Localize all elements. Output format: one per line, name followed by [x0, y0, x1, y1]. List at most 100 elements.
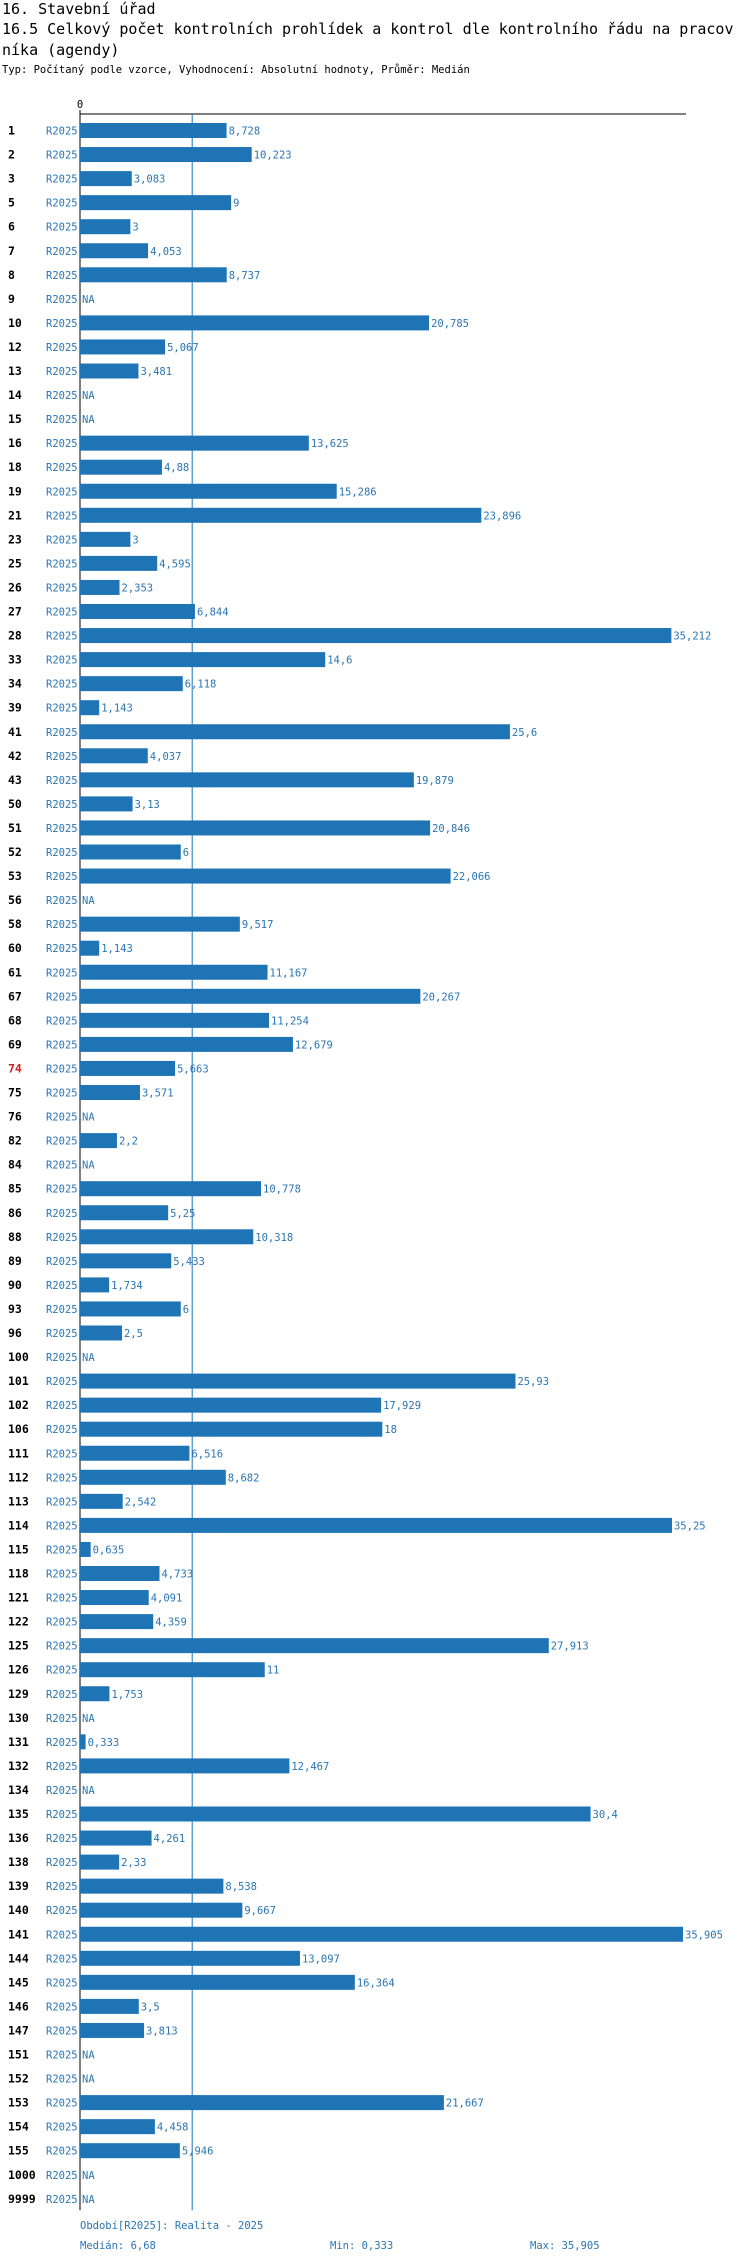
value-label: NA	[82, 2074, 95, 2086]
row-label: 25	[8, 556, 22, 570]
bar	[80, 1397, 382, 1413]
row-label: 138	[8, 1855, 29, 1869]
row-label: 15	[8, 412, 22, 426]
row-label: 90	[8, 1278, 22, 1292]
series-label: R2025	[46, 1304, 78, 1316]
series-label: R2025	[46, 270, 78, 282]
series-label: R2025	[46, 2122, 78, 2134]
series-label: R2025	[46, 1160, 78, 1172]
row-label: 9999	[8, 2192, 36, 2206]
series-label: R2025	[46, 1400, 78, 1412]
value-label: 0,333	[88, 1737, 120, 1749]
series-label: R2025	[46, 1641, 78, 1653]
bar	[80, 1590, 149, 1606]
series-label: R2025	[46, 342, 78, 354]
row-label: 151	[8, 2048, 29, 2062]
series-label: R2025	[46, 1593, 78, 1605]
bar	[80, 748, 148, 764]
row-label: 154	[8, 2120, 29, 2134]
value-label: 9	[233, 198, 239, 210]
row-label: 155	[8, 2144, 29, 2158]
series-label: R2025	[46, 2170, 78, 2182]
value-label: 1,143	[101, 943, 133, 955]
bar	[80, 628, 672, 644]
row-label: 19	[8, 484, 22, 498]
series-label: R2025	[46, 1977, 78, 1989]
value-label: 0,635	[93, 1544, 125, 1556]
series-label: R2025	[46, 2025, 78, 2037]
series-label: R2025	[46, 655, 78, 667]
value-label: 5,663	[177, 1063, 209, 1075]
row-label: 8	[8, 268, 15, 282]
series-label: R2025	[46, 1112, 78, 1124]
row-label: 145	[8, 1975, 29, 1989]
series-label: R2025	[46, 1953, 78, 1965]
value-label: 35,212	[673, 631, 711, 643]
series-label: R2025	[46, 1424, 78, 1436]
value-label: 1,753	[111, 1689, 143, 1701]
series-label: R2025	[46, 1737, 78, 1749]
row-label: 50	[8, 797, 22, 811]
value-label: 3,13	[135, 799, 160, 811]
series-label: R2025	[46, 1929, 78, 1941]
series-label: R2025	[46, 1689, 78, 1701]
value-label: 3,083	[134, 174, 166, 186]
value-label: 3,481	[140, 366, 172, 378]
row-label: 34	[8, 677, 22, 691]
value-label: 5,433	[173, 1256, 205, 1268]
value-label: 35,905	[685, 1929, 723, 1941]
value-label: 35,25	[674, 1520, 706, 1532]
row-label: 152	[8, 2072, 29, 2086]
series-label: R2025	[46, 1857, 78, 1869]
series-label: R2025	[46, 246, 78, 258]
row-label: 52	[8, 845, 22, 859]
row-label: 41	[8, 725, 22, 739]
series-label: R2025	[46, 919, 78, 931]
row-label: 1	[8, 124, 15, 138]
series-label: R2025	[46, 462, 78, 474]
row-label: 27	[8, 605, 22, 619]
value-label: 1,143	[101, 703, 133, 715]
value-label: NA	[82, 1713, 95, 1725]
chart-title-line-1: 16. Stavební úřad	[2, 0, 156, 18]
series-label: R2025	[46, 510, 78, 522]
series-label: R2025	[46, 1761, 78, 1773]
row-label: 84	[8, 1158, 22, 1172]
value-label: 2,542	[125, 1496, 157, 1508]
row-label: 2	[8, 148, 15, 162]
bar	[80, 676, 183, 692]
row-label: 33	[8, 653, 22, 667]
row-label: 136	[8, 1831, 29, 1845]
value-label: NA	[82, 2194, 95, 2206]
value-label: 16,364	[357, 1977, 395, 1989]
value-label: 3	[132, 534, 138, 546]
series-label: R2025	[46, 703, 78, 715]
row-label: 18	[8, 460, 22, 474]
bar	[80, 507, 482, 523]
row-label: 146	[8, 1999, 29, 2013]
row-label: 28	[8, 629, 22, 643]
bar	[80, 1974, 355, 1990]
series-label: R2025	[46, 751, 78, 763]
row-label: 101	[8, 1374, 29, 1388]
value-label: NA	[82, 1352, 95, 1364]
bar	[80, 2095, 444, 2111]
bar	[80, 1301, 181, 1317]
row-label: 86	[8, 1206, 22, 1220]
row-label: 56	[8, 893, 22, 907]
series-label: R2025	[46, 1713, 78, 1725]
chart-title-line-2: 16.5 Celkový počet kontrolních prohlídek…	[2, 20, 734, 38]
row-label: 147	[8, 2023, 29, 2037]
series-label: R2025	[46, 2074, 78, 2086]
series-label: R2025	[46, 1376, 78, 1388]
row-label: 121	[8, 1591, 29, 1605]
footer-period: Období[R2025]: Realita - 2025	[80, 2220, 264, 2232]
row-label: 131	[8, 1735, 29, 1749]
series-label: R2025	[46, 2001, 78, 2013]
bar	[80, 1998, 139, 2014]
bar	[80, 820, 431, 836]
row-label: 141	[8, 1927, 29, 1941]
value-label: NA	[82, 2050, 95, 2062]
value-label: 9,517	[242, 919, 274, 931]
bar	[80, 1854, 120, 1870]
